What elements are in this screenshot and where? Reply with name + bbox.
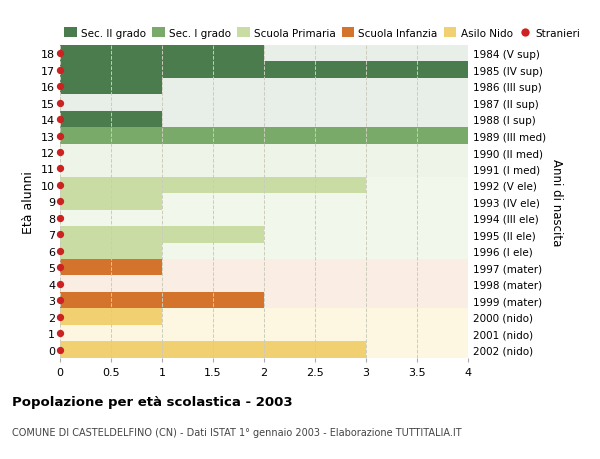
Point xyxy=(55,50,65,58)
Bar xyxy=(60,227,264,243)
Legend: Sec. II grado, Sec. I grado, Scuola Primaria, Scuola Infanzia, Asilo Nido, Stran: Sec. II grado, Sec. I grado, Scuola Prim… xyxy=(60,24,584,43)
Point xyxy=(55,297,65,304)
Bar xyxy=(60,309,468,325)
Bar xyxy=(60,259,468,276)
Bar xyxy=(60,341,468,358)
Bar xyxy=(60,145,468,161)
Point xyxy=(55,67,65,74)
Point xyxy=(55,182,65,189)
Bar xyxy=(60,79,162,95)
Point xyxy=(55,264,65,271)
Bar xyxy=(60,46,468,62)
Point xyxy=(55,215,65,222)
Bar xyxy=(60,62,468,79)
Bar xyxy=(60,292,264,309)
Point xyxy=(55,116,65,123)
Bar xyxy=(60,341,366,358)
Point xyxy=(55,149,65,157)
Point xyxy=(55,346,65,353)
Text: Popolazione per età scolastica - 2003: Popolazione per età scolastica - 2003 xyxy=(12,395,293,408)
Bar xyxy=(60,309,162,325)
Bar xyxy=(60,210,468,227)
Y-axis label: Età alunni: Età alunni xyxy=(22,171,35,233)
Bar xyxy=(60,79,468,95)
Bar xyxy=(60,276,468,292)
Bar xyxy=(60,259,162,276)
Bar xyxy=(60,62,468,79)
Bar xyxy=(60,292,468,309)
Bar xyxy=(60,161,468,177)
Text: COMUNE DI CASTELDELFINO (CN) - Dati ISTAT 1° gennaio 2003 - Elaborazione TUTTITA: COMUNE DI CASTELDELFINO (CN) - Dati ISTA… xyxy=(12,427,461,437)
Bar xyxy=(60,243,162,259)
Bar xyxy=(60,128,468,145)
Point xyxy=(55,198,65,206)
Bar xyxy=(60,95,468,112)
Bar xyxy=(60,194,162,210)
Point xyxy=(55,330,65,337)
Point xyxy=(55,231,65,239)
Bar xyxy=(60,194,468,210)
Point xyxy=(55,133,65,140)
Point xyxy=(55,83,65,90)
Bar xyxy=(60,46,264,62)
Bar xyxy=(60,227,468,243)
Bar xyxy=(60,112,162,128)
Point xyxy=(55,247,65,255)
Point xyxy=(55,165,65,173)
Point xyxy=(55,100,65,107)
Bar xyxy=(60,325,468,341)
Bar xyxy=(60,128,468,145)
Point xyxy=(55,313,65,321)
Point xyxy=(55,280,65,288)
Y-axis label: Anni di nascita: Anni di nascita xyxy=(550,158,563,246)
Bar xyxy=(60,243,468,259)
Bar xyxy=(60,112,468,128)
Bar xyxy=(60,177,366,194)
Bar xyxy=(60,177,468,194)
